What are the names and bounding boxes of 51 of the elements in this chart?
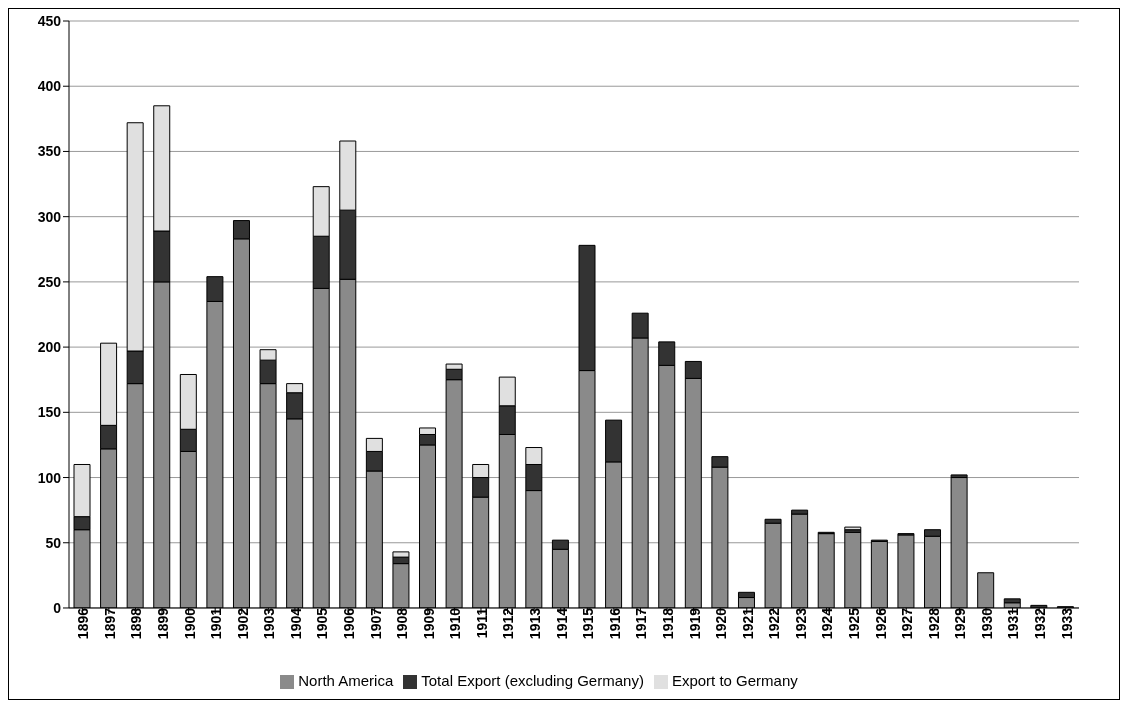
y-tick-label: 0 — [53, 599, 62, 616]
x-tick-label: 1928 — [925, 607, 942, 640]
x-tick-label: 1896 — [75, 607, 92, 640]
x-tick-label: 1915 — [580, 607, 597, 640]
x-tick-label: 1918 — [659, 607, 676, 640]
x-tick-label: 1904 — [287, 607, 304, 640]
y-tick-label: 400 — [37, 78, 62, 95]
legend-label: Total Export (excluding Germany) — [421, 671, 644, 689]
x-tick-label: 1903 — [261, 607, 278, 640]
x-tick-label: 1909 — [420, 607, 437, 640]
y-tick-label: 50 — [45, 534, 62, 551]
x-tick-label: 1900 — [181, 607, 198, 640]
x-tick-label: 1926 — [872, 607, 889, 640]
x-tick-label: 1913 — [527, 607, 544, 640]
x-tick-label: 1897 — [101, 607, 118, 640]
x-tick-label: 1902 — [234, 607, 251, 640]
x-tick-label: 1931 — [1005, 607, 1022, 640]
x-tick-label: 1927 — [899, 607, 916, 640]
y-tick-label: 200 — [37, 339, 62, 356]
x-tick-label: 1924 — [819, 607, 836, 640]
x-tick-label: 1899 — [154, 607, 171, 640]
y-tick-label: 150 — [37, 404, 62, 421]
legend-label: Export to Germany — [671, 671, 798, 689]
x-tick-label: 1919 — [686, 607, 703, 640]
y-tick-label: 300 — [37, 208, 62, 225]
x-tick-label: 1917 — [633, 607, 650, 640]
x-tick-label: 1914 — [553, 607, 570, 640]
x-tick-label: 1906 — [341, 607, 358, 640]
y-tick-label: 250 — [37, 273, 62, 290]
x-tick-label: 1933 — [1058, 607, 1075, 640]
x-tick-label: 1908 — [394, 607, 411, 640]
x-tick-label: 1901 — [208, 607, 225, 640]
x-tick-label: 1921 — [739, 607, 756, 640]
y-tick-label: 350 — [37, 143, 62, 160]
x-tick-label: 1910 — [447, 607, 464, 640]
legend-label: North America — [298, 671, 394, 689]
x-tick-label: 1930 — [978, 607, 995, 640]
x-tick-label: 1911 — [473, 607, 490, 639]
x-tick-label: 1898 — [128, 607, 145, 640]
x-tick-label: 1912 — [500, 607, 517, 640]
x-tick-label: 1932 — [1032, 607, 1049, 640]
x-tick-label: 1905 — [314, 607, 331, 640]
x-tick-label: 1923 — [792, 607, 809, 640]
x-tick-label: 1922 — [766, 607, 783, 640]
y-tick-label: 100 — [37, 469, 62, 486]
x-tick-label: 1916 — [606, 607, 623, 640]
x-tick-label: 1929 — [952, 607, 969, 640]
x-tick-label: 1920 — [713, 607, 730, 640]
x-tick-label: 1907 — [367, 607, 384, 640]
y-tick-label: 450 — [37, 12, 62, 29]
x-tick-label: 1925 — [846, 607, 863, 640]
